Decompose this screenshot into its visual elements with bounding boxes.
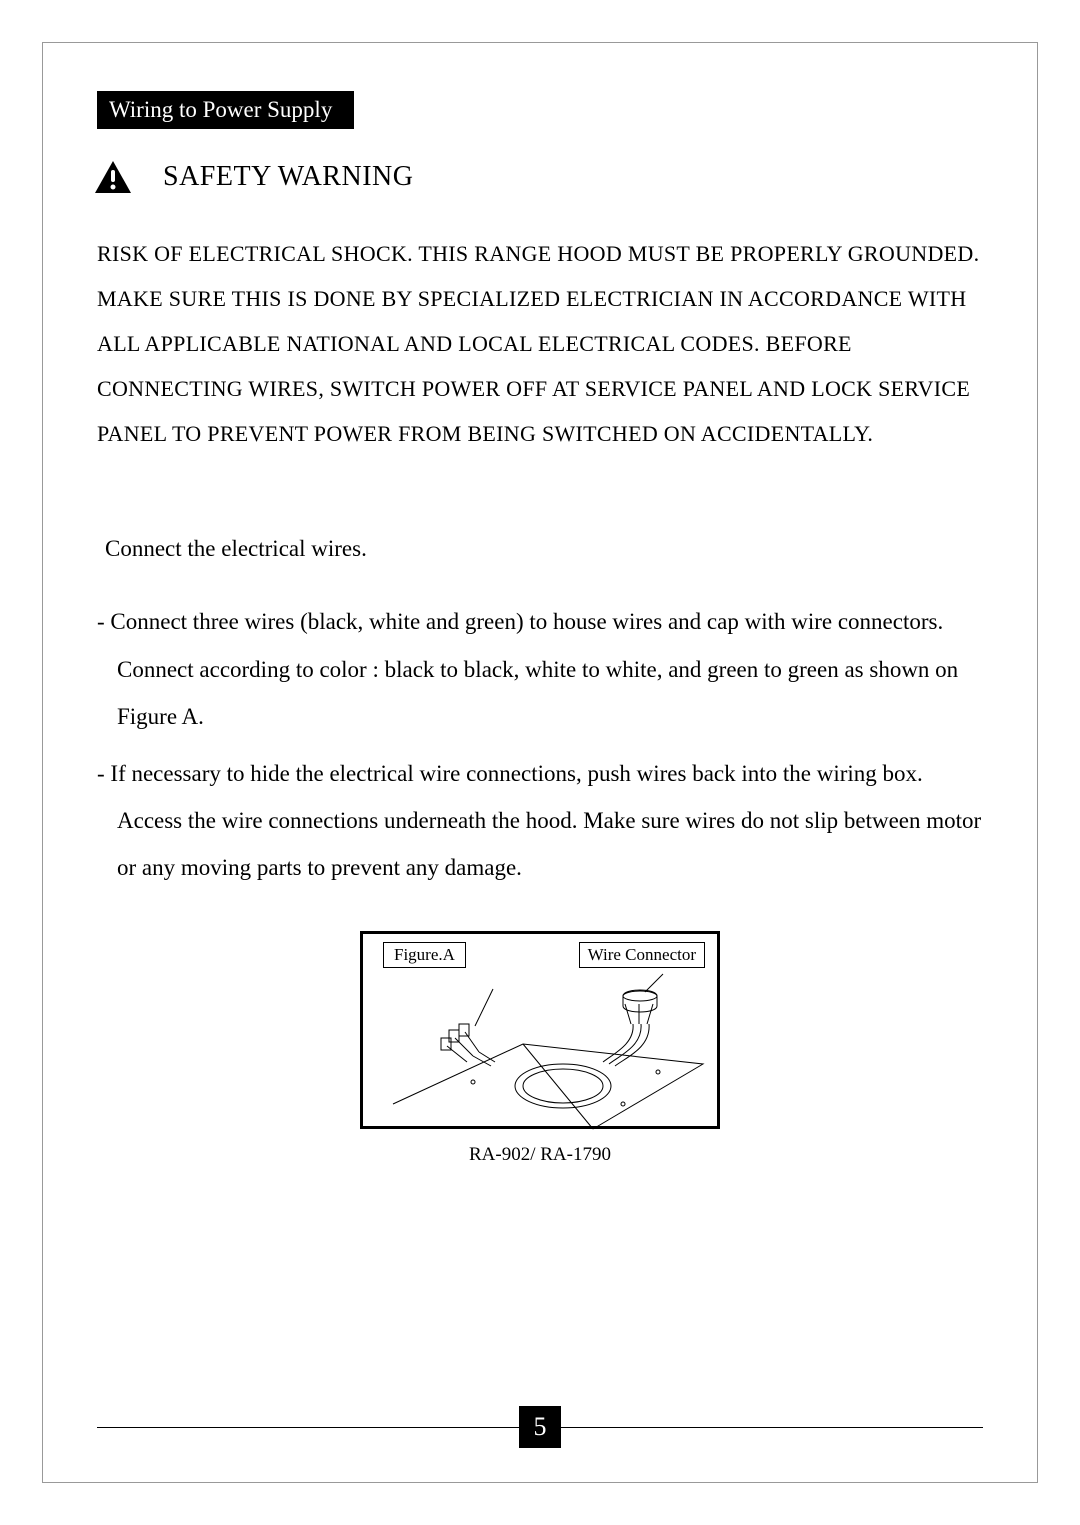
page-footer: 5 xyxy=(97,1406,983,1448)
page-number: 5 xyxy=(519,1406,561,1448)
safety-warning-row: SAFETY WARNING xyxy=(93,159,983,195)
figure-caption: RA-902/ RA-1790 xyxy=(97,1144,983,1166)
footer-rule-left xyxy=(97,1427,519,1428)
instructions-lead: Connect the electrical wires. xyxy=(105,536,983,562)
page-content: Wiring to Power Supply SAFETY WARNING RI… xyxy=(43,43,1037,1166)
section-header: Wiring to Power Supply xyxy=(97,91,354,129)
instruction-item: - Connect three wires (black, white and … xyxy=(97,598,983,739)
figure-a-box: Figure.A Wire Connector xyxy=(360,931,720,1129)
safety-warning-body: RISK OF ELECTRICAL SHOCK. THIS RANGE HOO… xyxy=(97,231,983,456)
footer-rule-right xyxy=(561,1427,983,1428)
warning-triangle-icon xyxy=(93,159,133,195)
instruction-item: - If necessary to hide the electrical wi… xyxy=(97,750,983,891)
page-frame: Wiring to Power Supply SAFETY WARNING RI… xyxy=(42,42,1038,1483)
figure-container: Figure.A Wire Connector xyxy=(97,931,983,1166)
wiring-diagram-icon xyxy=(363,934,723,1132)
safety-warning-title: SAFETY WARNING xyxy=(163,161,413,193)
